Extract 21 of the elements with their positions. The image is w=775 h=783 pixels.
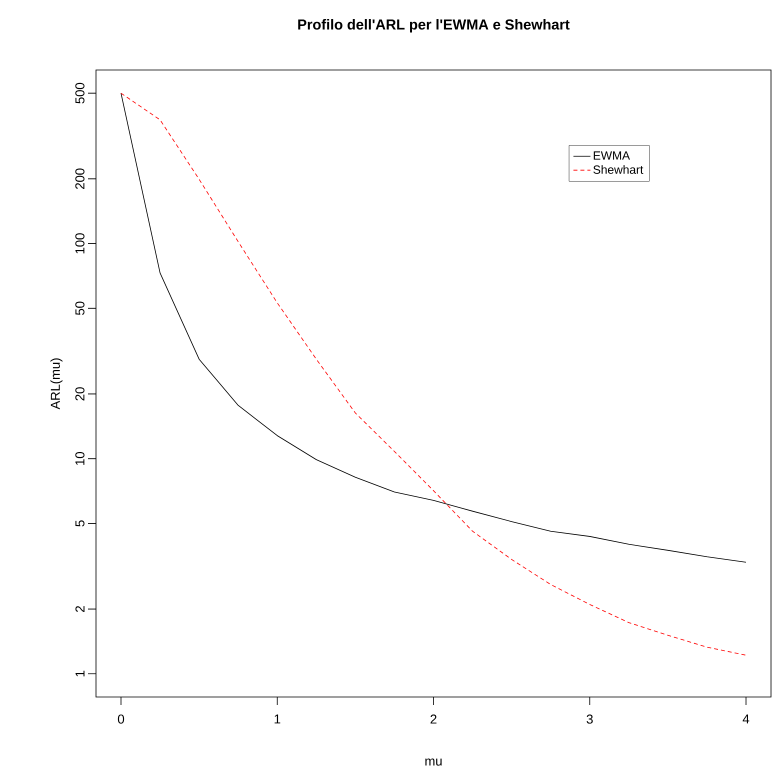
- chart-title: Profilo dell'ARL per l'EWMA e Shewhart: [298, 19, 570, 32]
- line-series: [120, 92, 746, 656]
- y-tick-label: 5: [75, 520, 84, 527]
- x-tick-label: 0: [118, 714, 124, 724]
- legend-label: EWMA: [594, 151, 630, 160]
- y-tick-label: 2: [75, 606, 84, 612]
- y-tick-label: 50: [75, 302, 84, 315]
- x-tick-label: 4: [742, 714, 750, 724]
- y-tick-label: 10: [75, 452, 84, 465]
- line-series: [120, 92, 746, 563]
- x-axis-title: mu: [425, 758, 442, 766]
- y-tick-label: 20: [75, 387, 84, 400]
- x-tick-label: 3: [586, 714, 593, 724]
- x-tick-label: 2: [430, 714, 436, 724]
- y-tick-label: 1: [76, 670, 84, 676]
- y-axis-title: ARL(mu): [50, 358, 62, 410]
- y-tick-label: 500: [75, 82, 84, 104]
- y-tick-label: 200: [75, 168, 84, 189]
- x-tick-label: 1: [274, 714, 280, 724]
- legend-label: Shewhart: [593, 165, 644, 174]
- y-tick-label: 100: [75, 233, 84, 254]
